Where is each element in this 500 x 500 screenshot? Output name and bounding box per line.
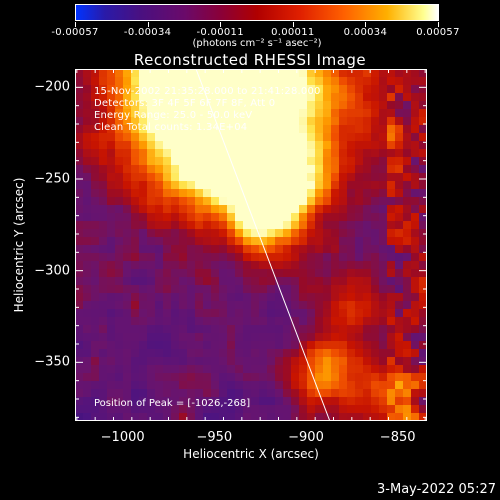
datestamp: 3-May-2022 05:27 [377,482,496,497]
info-energy-range: Energy Range: 25.0 - 50.0 keV [94,110,253,121]
info-time-range: 15-Nov-2002 21:35:28.000 to 21:41:28.000 [94,86,321,97]
info-total-counts: Clean Total counts: 1.34E+04 [94,122,248,133]
y-tick-label: −250 [34,171,70,187]
heatmap-plot[interactable] [75,69,427,421]
x-tick-label: −900 [288,430,324,445]
colorbar-tick [292,22,294,27]
y-axis-label: Heliocentric Y (arcsec) [12,177,26,313]
plot-title: Reconstructed RHESSI Image [133,51,367,69]
plot-frame [75,69,427,421]
colorbar-tick [147,22,149,27]
heatmap-canvas [75,69,427,421]
colorbar-tick [220,22,222,27]
colorbar-tick-label: 0.00057 [416,27,460,38]
colorbar-units: (photons cm⁻² s⁻¹ asec⁻²) [192,38,322,49]
colorbar-tick-label: -0.00057 [51,27,99,38]
colorbar-tick-label: 0.00034 [343,27,388,38]
info-detectors: Detectors: 3F 4F 5F 6F 7F 8F, Att 0 [94,98,276,109]
y-tick-label: −200 [34,79,70,95]
x-tick-label: −850 [379,430,416,445]
colorbar-tick [75,22,76,27]
colorbar-tick [438,22,439,27]
y-tick-label: −350 [34,354,70,370]
y-tick-label: −300 [34,263,70,279]
heatmap-cells [75,69,427,421]
colorbar-tick-label: -0.00034 [123,27,172,38]
x-tick-label: −1000 [100,430,145,445]
x-axis-label: Heliocentric X (arcsec) [183,447,319,461]
colorbar-tick [365,22,367,27]
colorbar-tick-label: -0.00011 [196,27,244,38]
x-tick-label: −950 [196,430,233,445]
colorbar-tick-label: 0.00011 [271,27,315,38]
solar-limb-line [195,69,331,421]
peak-position-label: Position of Peak = [-1026,-268] [94,398,251,409]
colorbar [75,4,439,21]
